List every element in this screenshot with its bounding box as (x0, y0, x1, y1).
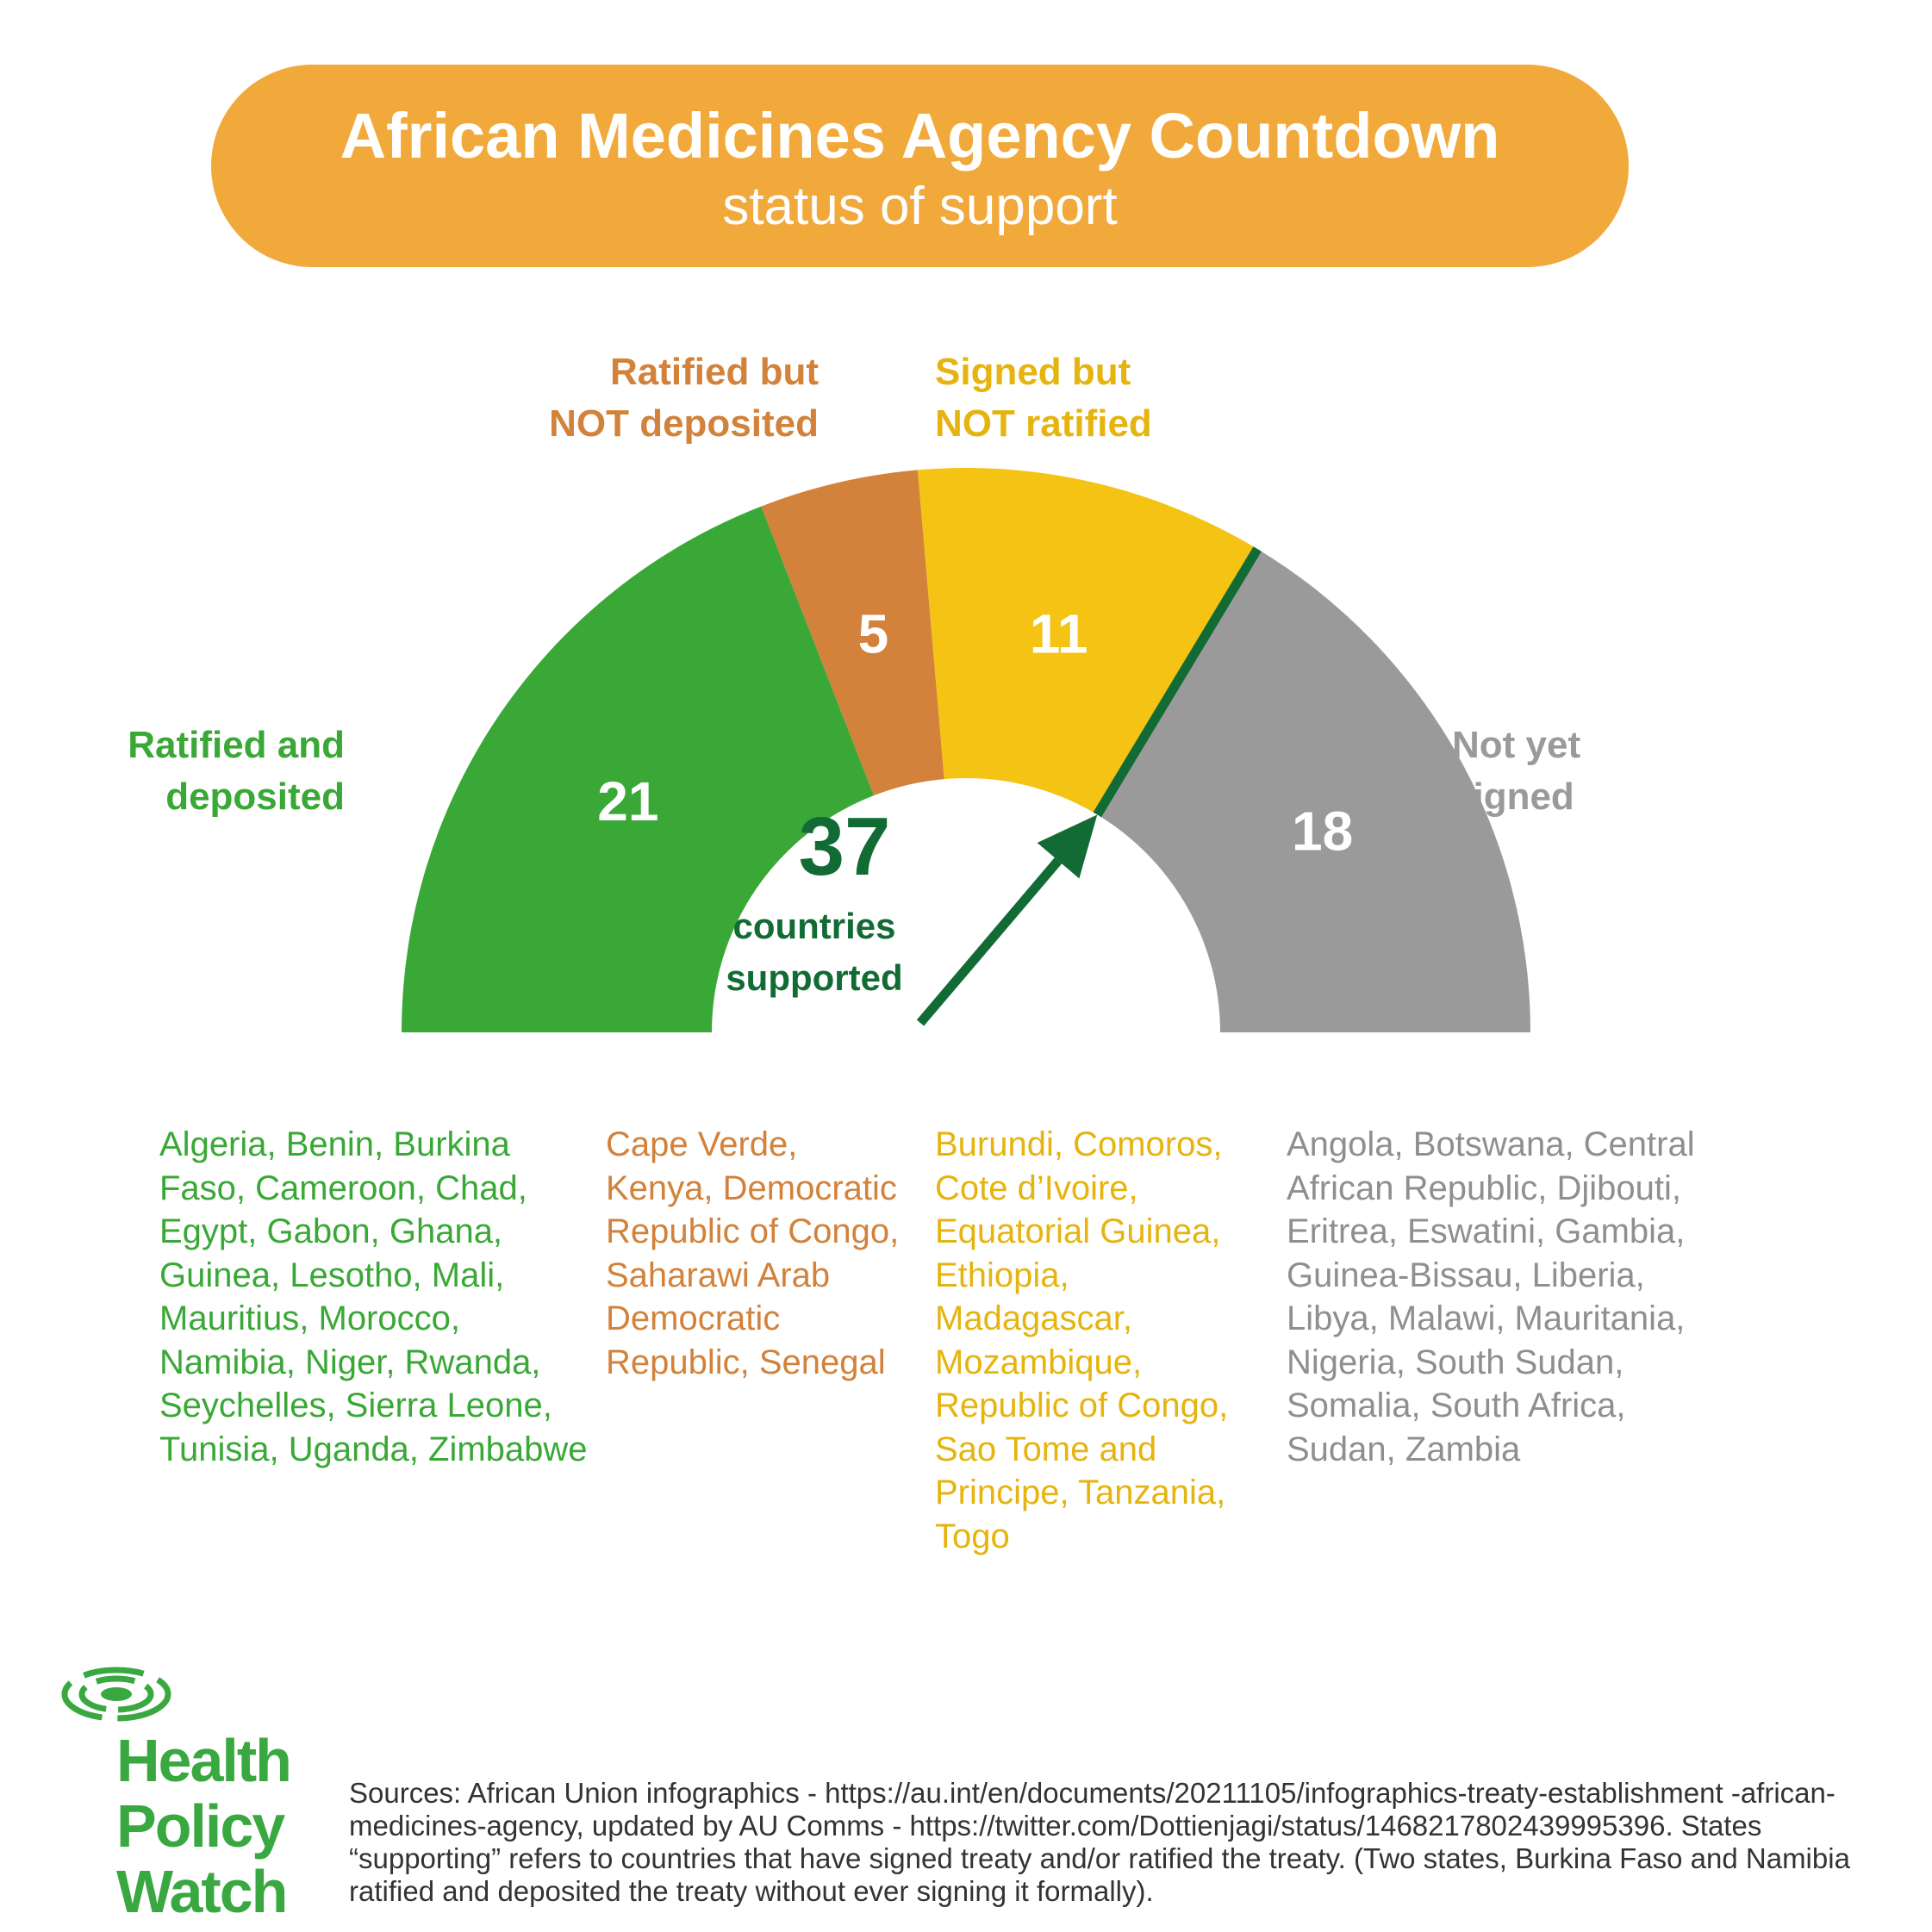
list-signed-not-ratified: Burundi, Comoros, Cote d’Ivoire, Equator… (935, 1125, 1229, 1555)
label-ratified-not-deposited: Ratified but NOT deposited (549, 351, 819, 445)
value-signed-not-ratified: 11 (1030, 602, 1088, 664)
list-ratified-deposited: Algeria, Benin, Burkina Faso, Cameroon, … (159, 1125, 588, 1468)
title-banner: African Medicines Agency Countdown statu… (211, 65, 1629, 267)
supported-count: 37 (798, 801, 891, 893)
segment-not-signed (1097, 549, 1530, 1032)
label-ratified-deposited: Ratified and deposited (128, 724, 345, 818)
concentric-rings-icon (61, 1667, 171, 1722)
list-ratified-not-deposited: Cape Verde, Kenya, Democratic Republic o… (606, 1125, 900, 1381)
value-ratified-not-deposited: 5 (858, 602, 889, 664)
segment-signed-not-ratified (917, 468, 1258, 815)
sources-note: Sources: African Union infographics - ht… (349, 1777, 1850, 1907)
segment-ratified-deposited (402, 506, 874, 1032)
label-not-signed: Not yet signed (1452, 724, 1581, 818)
logo-text: Health Policy Watch (116, 1727, 292, 1925)
value-not-signed: 18 (1292, 800, 1353, 862)
label-signed-not-ratified: Signed but NOT ratified (935, 351, 1152, 445)
value-ratified-deposited: 21 (597, 770, 658, 832)
list-not-signed: Angola, Botswana, Central African Republ… (1287, 1125, 1695, 1468)
chart-subtitle: status of support (722, 177, 1118, 237)
pointer-boundary-line (1093, 546, 1262, 818)
chart-title: African Medicines Agency Countdown (340, 100, 1500, 171)
pointer-arrow-head (1037, 814, 1098, 879)
pointer-arrow-shaft (916, 857, 1063, 1026)
segment-ratified-not-deposited (761, 470, 944, 796)
supported-label: countries supported (726, 906, 903, 998)
